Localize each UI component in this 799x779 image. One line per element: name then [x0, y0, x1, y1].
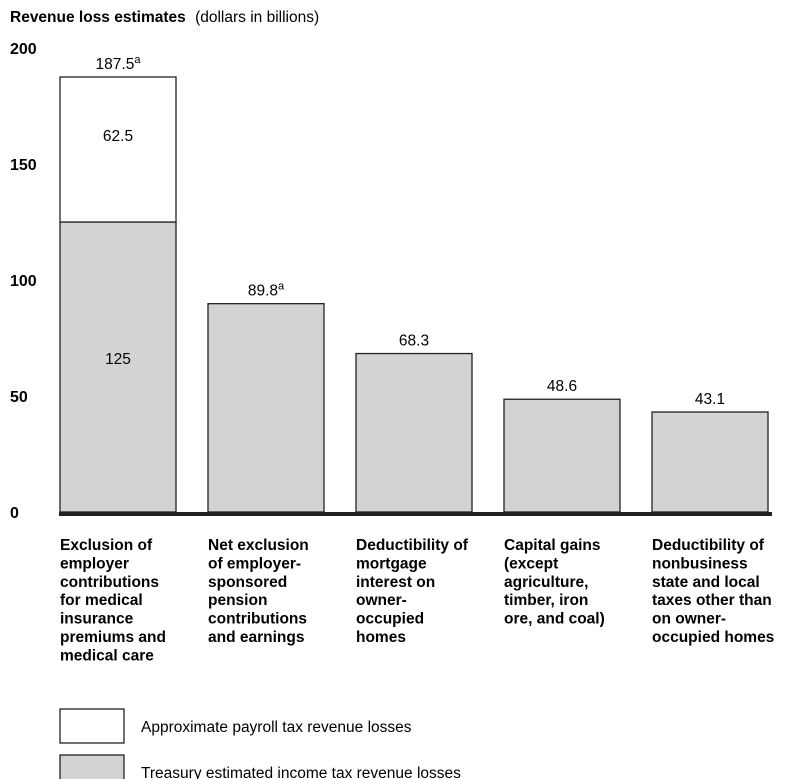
bar-total-value: 68.3 [399, 333, 429, 350]
legend: Approximate payroll tax revenue losses Tr… [59, 708, 461, 779]
legend-swatch [59, 754, 125, 779]
bar-total-value: 187.5 [96, 56, 135, 73]
bar-total-value: 48.6 [547, 378, 577, 395]
category-label-line: mortgage [356, 555, 427, 572]
chart-title-suffix: (dollars in billions) [195, 9, 319, 26]
y-tick-label: 50 [10, 389, 28, 406]
bars [59, 76, 769, 513]
category-label-line: taxes other than [652, 592, 772, 609]
footnote-marker: a [134, 54, 141, 66]
category-label-line: employer [60, 555, 129, 572]
footnote-marker: a [278, 281, 285, 293]
legend-label: Treasury estimated income tax revenue lo… [141, 765, 461, 779]
category-label-line: occupied homes [652, 629, 774, 646]
category-label: Capital gains (except agriculture, timber, … [504, 537, 605, 628]
legend-label: Approximate payroll tax revenue losses [141, 719, 412, 736]
category-label-line: insurance [60, 611, 134, 628]
category-label-line: owner- [356, 592, 407, 609]
category-label-line: agriculture, [504, 574, 588, 591]
bar-segment [207, 303, 325, 513]
segment-value-label: 125 [105, 351, 131, 368]
category-label: Deductibility of mortgage interest on owner… [356, 537, 469, 646]
bar-segment [651, 411, 769, 513]
y-tick-label: 200 [10, 41, 37, 58]
bar-total-label: 89.8a [248, 281, 285, 300]
chart-title: Revenue loss estimates (dollars in billi… [10, 9, 319, 26]
category-label-line: sponsored [208, 574, 287, 591]
bar-segment [59, 76, 177, 223]
category-label-line: of employer- [208, 555, 301, 572]
category-label-line: Net exclusion [208, 537, 309, 554]
chart-title-main: Revenue loss estimates [10, 9, 186, 26]
bar-total-label: 43.1 [695, 391, 725, 408]
category-label: Net exclusion of employer-sponsored pensio… [208, 537, 309, 646]
category-label-line: occupied [356, 611, 424, 628]
category-label-line: Deductibility of [356, 537, 469, 554]
category-label-line: for medical [60, 592, 143, 609]
category-label: Deductibility of nonbusiness state and loc… [652, 537, 774, 646]
category-label-line: Exclusion of [60, 537, 153, 554]
category-label-line: (except [504, 555, 558, 572]
category-label-line: premiums and [60, 629, 166, 646]
y-tick-label: 0 [10, 505, 19, 522]
category-label-line: medical care [60, 647, 154, 664]
category-label-line: timber, iron [504, 592, 588, 609]
category-label-line: pension [208, 592, 267, 609]
category-label-line: state and local [652, 574, 760, 591]
category-label-line: Deductibility of [652, 537, 765, 554]
category-label-line: contributions [208, 611, 307, 628]
category-labels: Exclusion of employer contributions for med… [60, 537, 774, 664]
category-label-line: contributions [60, 574, 159, 591]
bar-total-value: 43.1 [695, 391, 725, 408]
category-label-line: ore, and coal) [504, 611, 605, 628]
bar-segment [355, 352, 473, 513]
category-label-line: nonbusiness [652, 555, 748, 572]
category-label: Exclusion of employer contributions for med… [60, 537, 166, 664]
category-label-line: and earnings [208, 629, 304, 646]
bar-total-label: 68.3 [399, 333, 429, 350]
y-tick-label: 150 [10, 157, 37, 174]
y-axis-ticks: 0 50 100 150 200 [10, 41, 37, 522]
category-label-line: on owner- [652, 611, 726, 628]
bar-segment [59, 221, 177, 513]
bar-segment [503, 398, 621, 513]
category-label-line: interest on [356, 574, 435, 591]
segment-value-label: 62.5 [103, 128, 133, 145]
bar-total-value: 89.8 [248, 283, 278, 300]
y-tick-label: 100 [10, 273, 37, 290]
bar-total-label: 187.5a [96, 54, 142, 73]
legend-swatch [59, 708, 125, 744]
bar-total-label: 48.6 [547, 378, 577, 395]
category-label-line: homes [356, 629, 406, 646]
category-label-line: Capital gains [504, 537, 600, 554]
